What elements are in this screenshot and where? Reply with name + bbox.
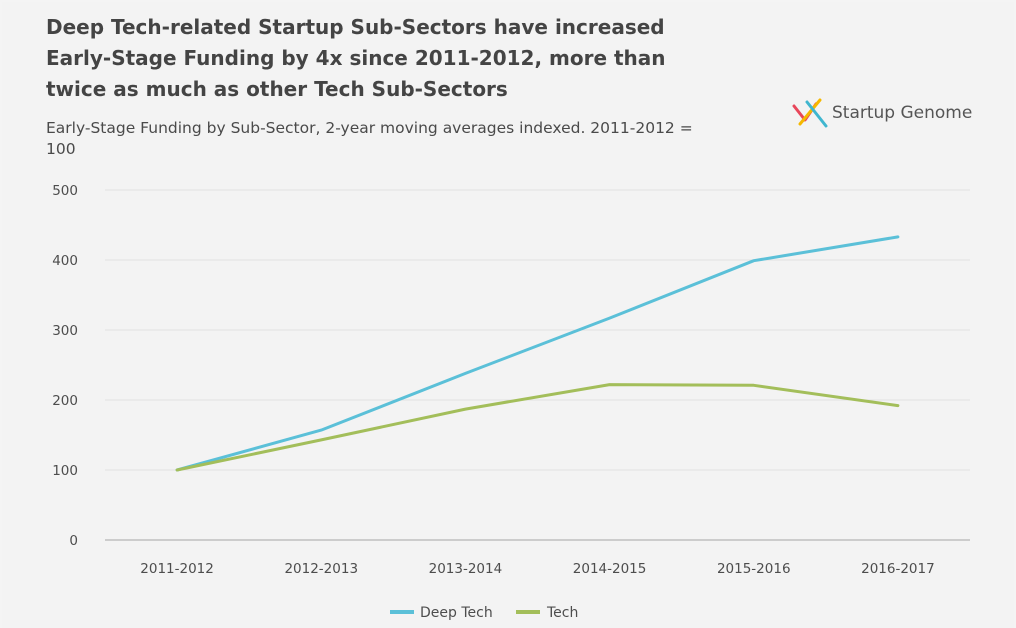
y-tick-label: 100: [52, 463, 78, 479]
chart-title: Deep Tech-related Startup Sub-Sectors ha…: [46, 15, 666, 101]
x-tick-label: 2014-2015: [573, 561, 647, 577]
series-line-tech: [175, 383, 900, 472]
x-tick-label: 2016-2017: [861, 561, 935, 577]
x-axis-ticks: 2011-2012 2012-2013 2013-2014 2014-2015 2015…: [140, 561, 934, 577]
y-tick-label: 500: [52, 183, 78, 199]
legend: Deep Tech Tech: [390, 605, 578, 621]
chart-subtitle: Early-Stage Funding by Sub-Sector, 2-yea…: [46, 119, 693, 158]
startup-genome-logo: Startup Genome: [792, 96, 972, 130]
startup-genome-x-icon: [792, 98, 828, 128]
gridlines: [105, 189, 970, 541]
y-tick-label: 300: [52, 323, 78, 339]
legend-label: Deep Tech: [420, 605, 493, 621]
y-axis-ticks: 0 100 200 300 400 500: [52, 183, 78, 549]
logo-text: Startup Genome: [832, 103, 973, 123]
y-tick-label: 200: [52, 393, 78, 409]
series-lines: [175, 235, 900, 472]
series-line-deep-tech: [175, 235, 900, 472]
y-tick-label: 400: [52, 253, 78, 269]
x-tick-label: 2015-2016: [717, 561, 791, 577]
legend-label: Tech: [546, 605, 578, 621]
x-tick-label: 2012-2013: [284, 561, 358, 577]
y-tick-label: 0: [69, 533, 78, 549]
x-tick-label: 2011-2012: [140, 561, 214, 577]
x-tick-label: 2013-2014: [429, 561, 503, 577]
